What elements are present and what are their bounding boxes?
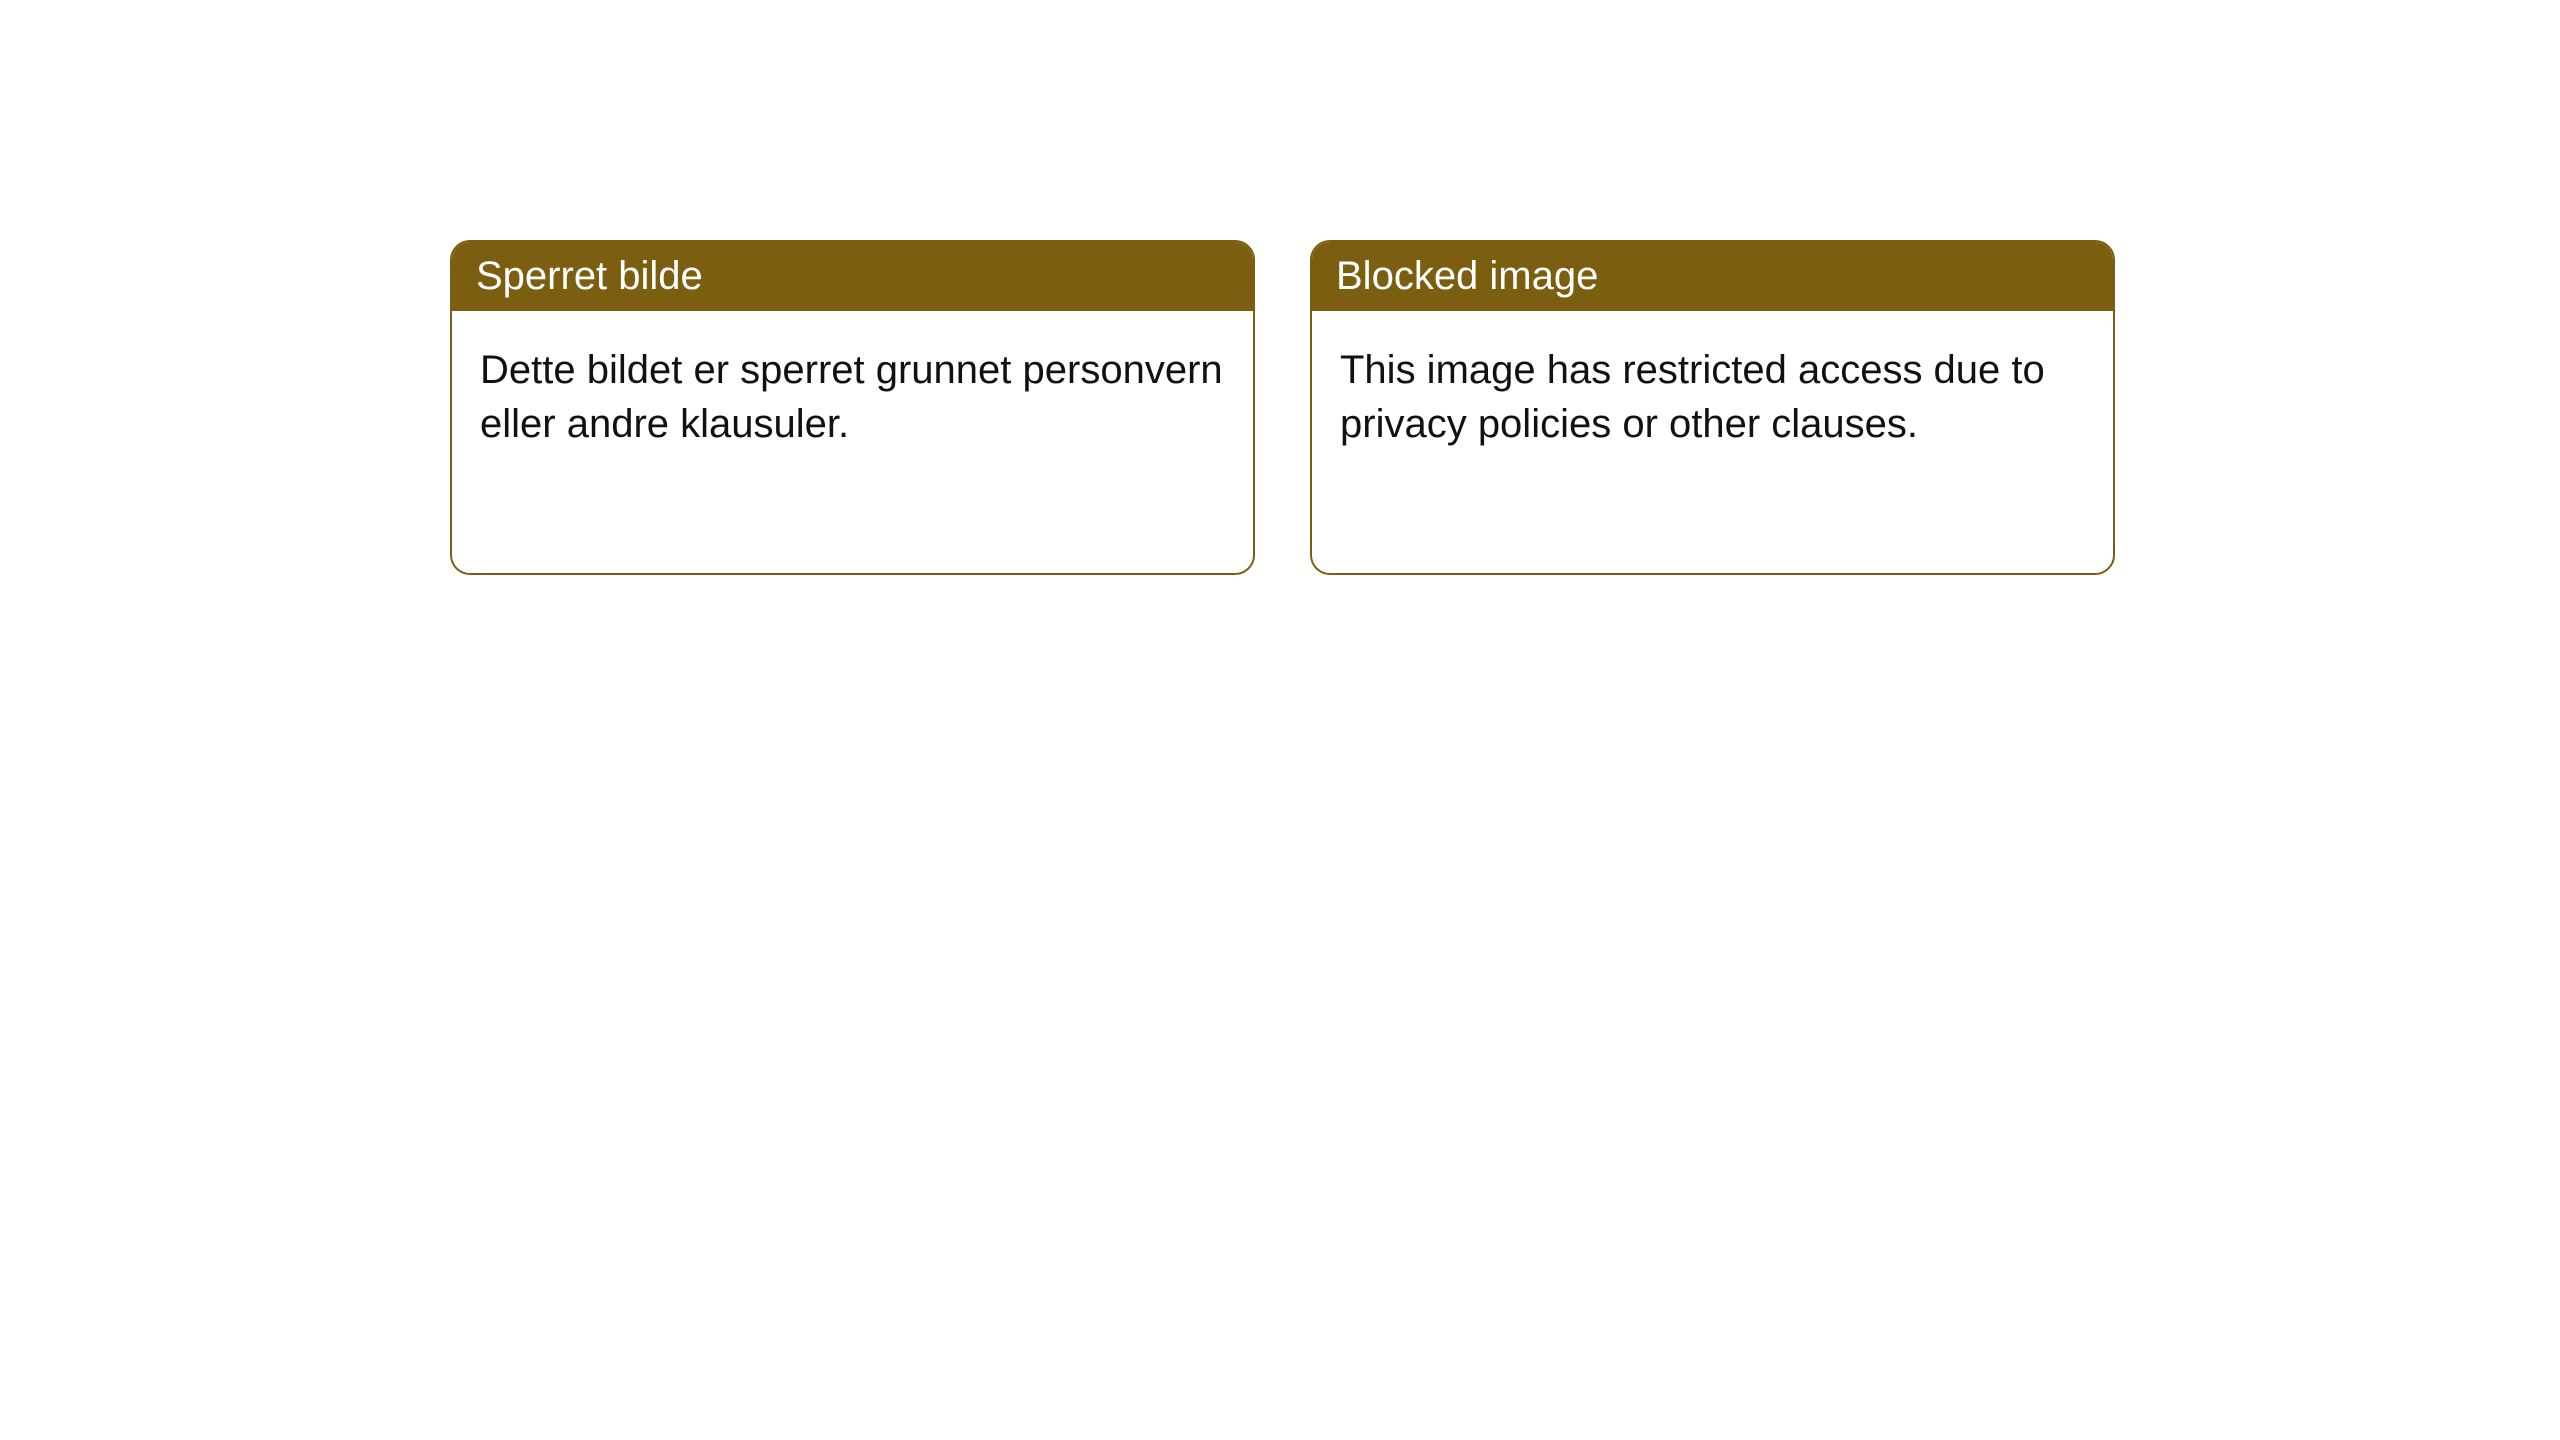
notice-card-no: Sperret bilde Dette bildet er sperret gr… [450, 240, 1255, 575]
card-header-no: Sperret bilde [452, 242, 1253, 311]
notice-card-container: Sperret bilde Dette bildet er sperret gr… [450, 240, 2115, 575]
card-body-en: This image has restricted access due to … [1312, 311, 2113, 483]
card-body-no: Dette bildet er sperret grunnet personve… [452, 311, 1253, 483]
card-header-en: Blocked image [1312, 242, 2113, 311]
notice-card-en: Blocked image This image has restricted … [1310, 240, 2115, 575]
